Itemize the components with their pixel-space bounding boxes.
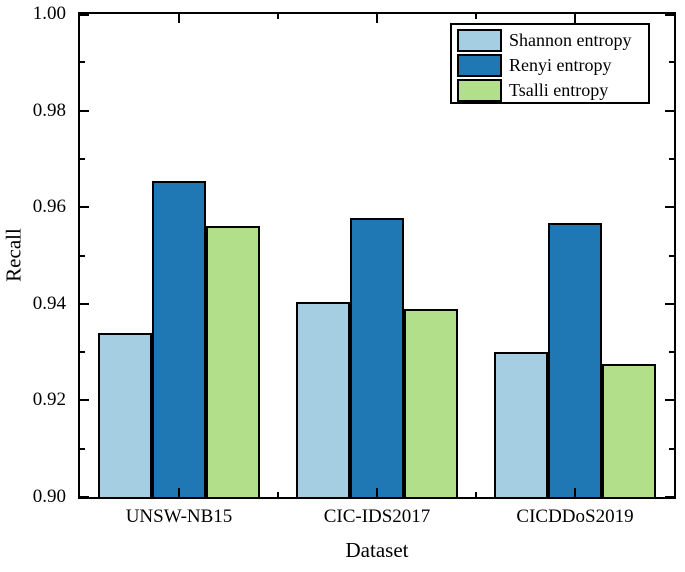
y-tick-label: 0.96 [32, 196, 66, 218]
y-minor-tick-left [80, 447, 85, 450]
legend-label-shannon-entropy: Shannon entropy [509, 30, 632, 50]
bar-shannon-entropy-cic-ids2017 [296, 302, 350, 497]
y-tick-label: 0.92 [32, 389, 66, 411]
bar-tsalli-entropy-cicddos2019 [602, 364, 656, 497]
y-major-tick-right [665, 109, 674, 112]
y-minor-tick-right [669, 351, 674, 354]
bar-renyi-entropy-cicddos2019 [548, 223, 602, 497]
bar-shannon-entropy-cicddos2019 [494, 352, 548, 497]
legend-label-renyi-entropy: Renyi entropy [509, 55, 612, 75]
ticks-layer [80, 14, 674, 498]
bar-renyi-entropy-cic-ids2017 [350, 217, 404, 497]
legend: Shannon entropy Renyi entropy Tsalli ent… [450, 23, 650, 104]
legend-swatch-renyi-entropy [457, 54, 502, 77]
y-minor-tick-left [80, 157, 85, 160]
y-major-tick-right [665, 206, 674, 209]
x-minor-tick-top [277, 14, 279, 19]
y-major-tick-left [80, 109, 89, 112]
x-tick-label-unsw-nb15: UNSW-NB15 [125, 506, 233, 527]
y-minor-tick-left [80, 254, 85, 257]
y-tick-label: 1.00 [32, 3, 66, 24]
y-tick-label: 0.94 [32, 292, 66, 314]
bar-tsalli-entropy-cic-ids2017 [404, 308, 458, 497]
legend-item-renyi-entropy: Renyi entropy [457, 53, 648, 78]
x-major-tick-bottom [376, 488, 378, 497]
bar-shannon-entropy-unsw-nb15 [98, 332, 152, 497]
x-axis-label: Dataset [345, 538, 409, 562]
y-major-tick-left [80, 302, 89, 305]
x-minor-tick-bottom [475, 492, 477, 497]
x-major-tick-top [574, 14, 576, 23]
bar-tsalli-entropy-unsw-nb15 [206, 225, 260, 497]
y-axis-label: Recall [1, 228, 26, 282]
bars-layer [80, 14, 674, 497]
x-major-tick-bottom [178, 488, 180, 497]
y-tick-label: 0.98 [32, 99, 66, 121]
y-tick-label: 0.90 [32, 486, 66, 507]
y-minor-tick-left [80, 61, 85, 64]
bar-renyi-entropy-unsw-nb15 [152, 180, 206, 497]
x-tick-label-cicddos2019: CICDDoS2019 [516, 506, 634, 527]
x-minor-tick-top [475, 14, 477, 19]
legend-swatch-shannon-entropy [457, 29, 502, 52]
x-tick-label-cic-ids2017: CIC-IDS2017 [323, 506, 431, 527]
x-major-tick-bottom [574, 488, 576, 497]
y-minor-tick-right [669, 447, 674, 450]
y-major-tick-right [665, 302, 674, 305]
y-minor-tick-left [80, 351, 85, 354]
y-major-tick-right [665, 14, 674, 16]
plot-area: Shannon entropy Renyi entropy Tsalli ent… [78, 12, 676, 499]
legend-item-tsalli-entropy: Tsalli entropy [457, 78, 648, 103]
y-major-tick-left [80, 14, 89, 16]
y-major-tick-left [80, 399, 89, 402]
y-minor-tick-right [669, 254, 674, 257]
x-minor-tick-bottom [277, 492, 279, 497]
y-major-tick-right [665, 399, 674, 402]
legend-swatch-tsalli-entropy [457, 79, 502, 102]
legend-item-shannon-entropy: Shannon entropy [457, 28, 648, 53]
x-major-tick-top [178, 14, 180, 23]
y-minor-tick-right [669, 61, 674, 64]
x-major-tick-top [376, 14, 378, 23]
y-major-tick-right [665, 496, 674, 498]
y-major-tick-left [80, 496, 89, 498]
y-major-tick-left [80, 206, 89, 209]
legend-label-tsalli-entropy: Tsalli entropy [509, 80, 609, 100]
y-minor-tick-right [669, 157, 674, 160]
